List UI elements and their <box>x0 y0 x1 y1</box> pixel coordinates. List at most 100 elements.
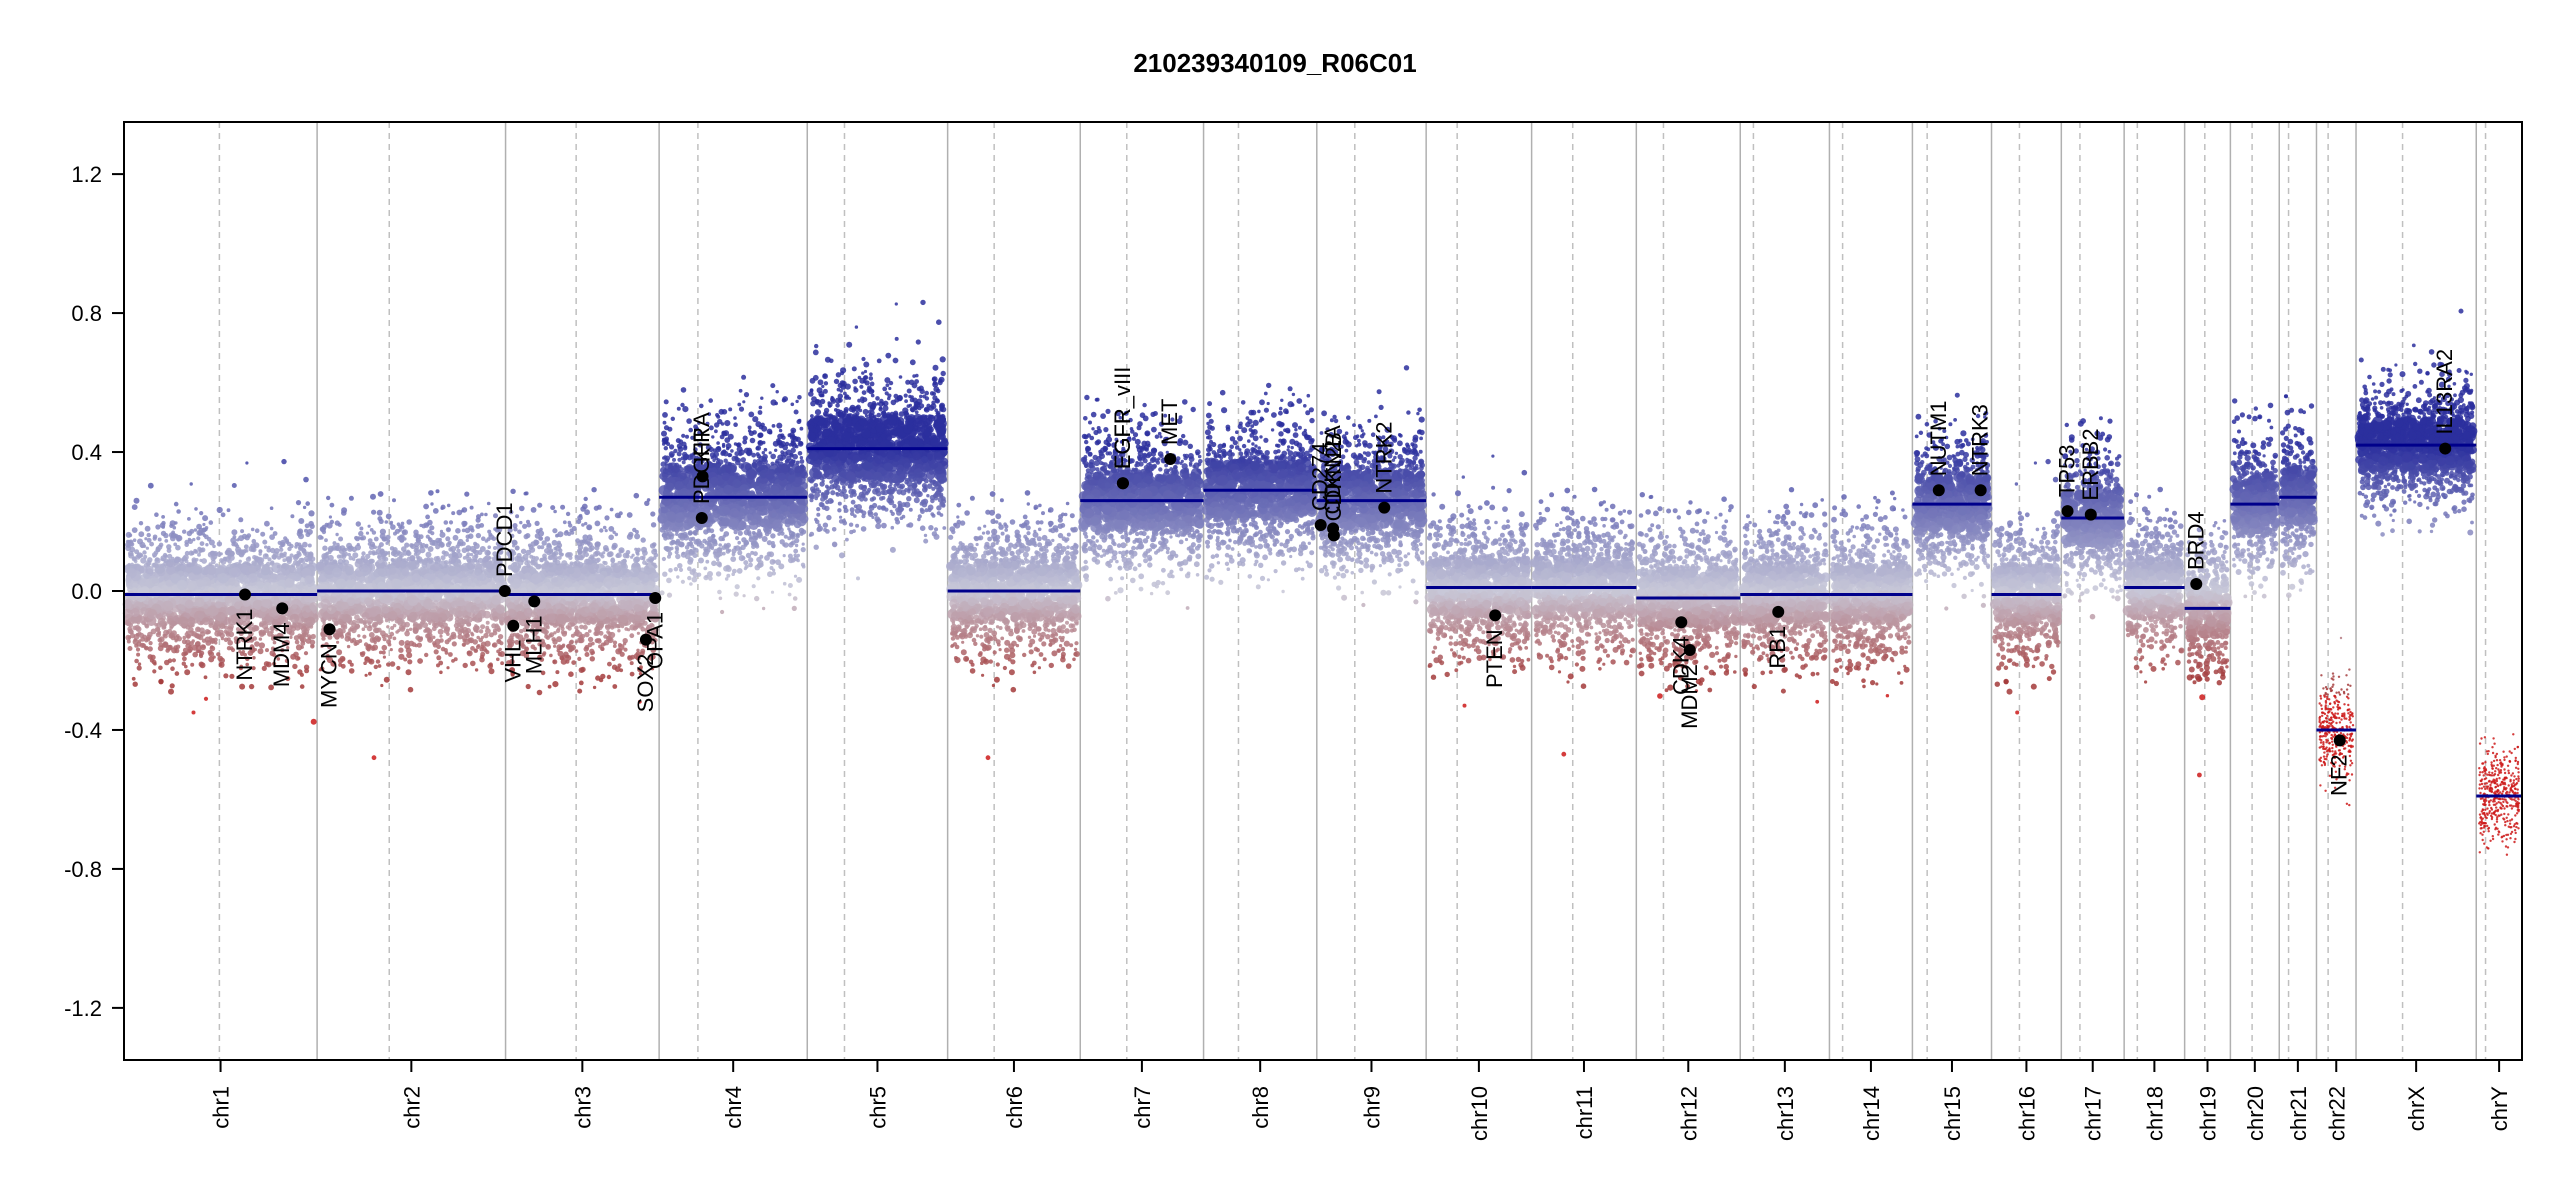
probe-point <box>556 565 562 571</box>
probe-point <box>569 608 576 614</box>
probe-point <box>284 578 295 588</box>
probe-point <box>627 582 638 593</box>
probe-point <box>390 626 395 630</box>
probe-point <box>290 514 295 519</box>
probe-point <box>438 660 444 666</box>
probe-point <box>578 680 584 686</box>
probe-point <box>291 604 298 610</box>
probe-point <box>480 591 490 601</box>
probe-point <box>271 554 278 560</box>
probe-point <box>362 634 367 639</box>
probe-point <box>196 529 203 536</box>
probe-point <box>131 527 138 533</box>
probe-point <box>530 558 535 563</box>
probe-point <box>440 624 445 629</box>
probe-point <box>341 552 346 557</box>
probe-point <box>348 555 354 561</box>
probe-point <box>425 534 430 539</box>
probe-point <box>339 621 343 626</box>
probe-point <box>484 512 488 517</box>
probe-point <box>243 544 249 550</box>
probe-point <box>195 597 205 607</box>
probe-point <box>323 566 329 572</box>
probe-point <box>240 636 247 643</box>
probe-point <box>417 636 423 643</box>
probe-point <box>217 655 223 662</box>
probe-point <box>137 538 143 545</box>
probe-point <box>165 648 170 653</box>
probe-point <box>307 554 313 560</box>
probe-point <box>417 591 427 601</box>
probe-point <box>392 636 397 641</box>
probe-point <box>191 631 197 637</box>
probe-point <box>368 671 372 676</box>
probe-point <box>639 555 644 561</box>
probe-point <box>306 528 313 535</box>
probe-point <box>475 517 481 523</box>
probe-point <box>548 613 556 621</box>
probe-point <box>296 550 301 555</box>
probe-point <box>146 562 151 566</box>
probe-point <box>387 634 393 640</box>
probe-point <box>349 662 354 667</box>
probe-point <box>219 558 224 563</box>
probe-point <box>461 619 467 625</box>
probe-point <box>375 559 386 570</box>
probe-point <box>243 652 248 657</box>
probe-point <box>149 541 155 547</box>
probe-point <box>428 559 433 564</box>
probe-point <box>304 668 310 674</box>
probe-point <box>473 549 480 556</box>
probe-point <box>380 683 384 688</box>
probe-point <box>349 627 354 632</box>
probe-point <box>130 608 140 617</box>
probe-point <box>144 525 151 532</box>
probe-point <box>248 545 255 552</box>
probe-point <box>553 509 557 514</box>
probe-point <box>340 663 346 669</box>
probe-point <box>431 626 437 632</box>
probe-point <box>519 556 526 563</box>
probe-point <box>309 639 316 646</box>
probe-point <box>541 563 548 570</box>
probe-point <box>201 617 210 626</box>
probe-point <box>208 562 213 566</box>
probe-point <box>567 601 577 610</box>
probe-point <box>651 542 657 547</box>
probe-point <box>215 601 222 609</box>
probe-point <box>272 640 277 645</box>
probe-point <box>557 650 564 657</box>
probe-point <box>375 548 381 555</box>
probe-point <box>594 550 601 556</box>
probe-point <box>254 641 260 647</box>
probe-point <box>442 567 448 574</box>
probe-point <box>333 632 339 638</box>
probe-point <box>160 557 165 562</box>
probe-point <box>158 542 164 548</box>
probe-point <box>275 628 279 632</box>
probe-point <box>366 625 373 632</box>
probe-point <box>345 579 355 589</box>
probe-point <box>550 505 556 511</box>
probe-point <box>619 668 624 673</box>
probe-point <box>331 567 342 578</box>
probe-point <box>465 538 469 543</box>
probe-point <box>381 644 388 651</box>
probe-point <box>385 513 392 520</box>
probe-point <box>568 555 573 561</box>
probe-point <box>620 615 629 624</box>
probe-point <box>408 611 418 621</box>
probe-point <box>647 585 654 591</box>
chart-title: 210239340109_R06C01 <box>1133 48 1416 78</box>
probe-point <box>127 646 133 651</box>
probe-point <box>603 634 608 639</box>
probe-point <box>213 552 218 557</box>
probe-point <box>549 632 555 638</box>
probe-point <box>425 551 432 558</box>
probe-point <box>545 644 551 649</box>
probe-point <box>137 639 142 643</box>
probe-point <box>152 669 157 674</box>
probe-point <box>257 582 264 589</box>
probe-point <box>184 539 189 545</box>
probe-point <box>310 718 317 725</box>
